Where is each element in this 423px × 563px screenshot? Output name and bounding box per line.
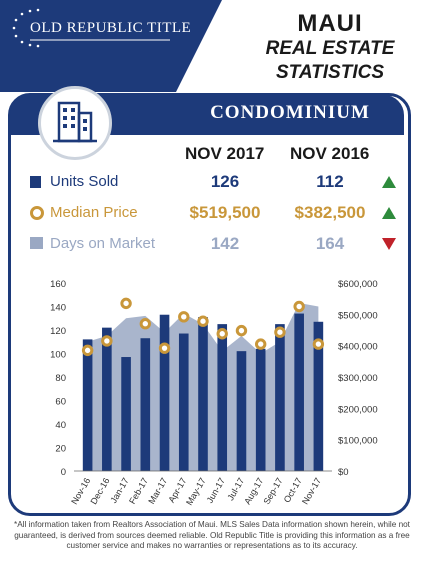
units-sold-2016: 112 [316,172,344,191]
median-price-2017: $519,500 [189,203,261,222]
logo-text: OLD REPUBLIC TITLE [30,20,192,36]
y-left-tick-label: 40 [55,420,66,431]
page-title: MAUI [297,10,363,37]
x-tick-label: Dec-16 [88,476,111,506]
median-price-point [158,342,171,354]
y-right-tick-label: $300,000 [338,373,378,384]
days-on-market-legend-square [30,237,43,249]
combo-chart: 0 20 40 60 80 100 120 140 160 $0 $100,000 $200,000 $… [50,279,378,507]
y-right-tick-label: $0 [338,467,349,478]
units-sold-bar [82,339,93,471]
median-price-point [235,324,248,337]
median-price-point [101,335,113,347]
y-left-tick-label: 60 [55,397,66,408]
days-on-market-label: Days on Market [50,235,156,252]
y-right-tick-label: $100,000 [338,436,378,447]
y-right-tick-label: $200,000 [338,404,378,415]
y-left-tick-label: 100 [50,350,66,361]
y-right-tick-label: $600,000 [338,279,378,290]
page-subtitle-1: REAL ESTATE [265,38,395,59]
y-left-tick-label: 20 [55,444,66,455]
x-tick-label: Mar-17 [146,476,169,506]
units-sold-2017: 126 [210,172,240,191]
units-sold-bar [236,351,247,471]
median-price-point [274,326,286,338]
column-header-2016: NOV 2016 [290,144,370,163]
y-left-tick-label: 160 [50,279,66,290]
median-price-point [178,311,190,323]
units-sold-bar [102,327,112,471]
units-sold-bar [313,321,324,471]
units-sold-bar [140,338,151,471]
up-arrow-icon [382,207,396,219]
disclaimer-footnote: *All information taken from Realtors Ass… [14,520,410,551]
median-price-point [81,344,94,357]
x-tick-label: Jun-17 [205,476,227,505]
y-right-tick-label: $500,000 [338,310,378,321]
y-right-tick-label: $400,000 [338,342,378,353]
units-sold-bar [178,333,189,471]
x-tick-label: Sep-17 [261,476,284,506]
median-price-point [293,300,305,313]
y-left-tick-label: 0 [61,467,66,478]
units-sold-bar [159,314,170,471]
x-tick-label: Nov-17 [300,476,323,506]
median-price-point [197,315,209,327]
y-left-tick-label: 80 [55,373,66,384]
units-sold-bar [255,348,266,471]
page-subtitle-2: STATISTICS [275,62,385,83]
median-price-point [216,328,228,340]
up-arrow-icon [382,176,396,188]
median-price-legend-circle [30,206,44,220]
units-sold-bar [121,357,131,471]
median-price-point [139,318,152,330]
units-sold-bar [217,324,228,471]
y-left-tick-label: 120 [50,326,66,337]
median-price-point [120,297,132,310]
units-sold-label: Units Sold [50,173,119,190]
category-title: CONDOMINIUM [210,102,370,123]
units-sold-bar [294,313,304,471]
units-sold-legend-square [30,176,41,188]
y-left-tick-label: 140 [50,303,66,314]
days-on-market-2016: 164 [315,234,345,253]
logo-stars [12,8,40,48]
down-arrow-icon [382,238,396,250]
median-price-point [312,338,325,350]
median-price-label: Median Price [50,204,138,221]
median-price-point [254,338,267,350]
column-header-2017: NOV 2017 [185,144,265,163]
units-sold-bar [198,317,208,471]
median-price-2016: $382,500 [294,203,366,222]
units-sold-bar [275,324,285,471]
building-icon-circle [38,86,112,160]
days-on-market-2017: 142 [210,234,240,253]
building-icon [53,101,97,143]
header-band [0,0,222,92]
